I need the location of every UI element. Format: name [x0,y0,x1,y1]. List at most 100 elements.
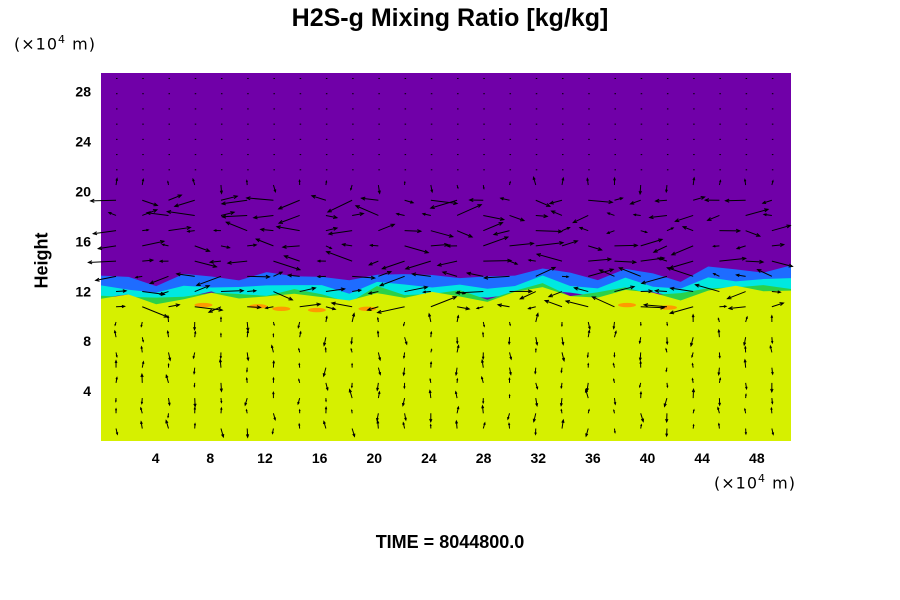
vector-arrow-head [483,421,486,426]
vector-arrow-head [252,215,258,220]
vector-arrow [176,273,195,277]
vector-arrow-head [325,399,327,403]
vector-arrow-head [245,408,248,412]
vector-arrow-head [330,301,336,306]
vector-arrow-head [681,226,687,230]
vector-arrow-head [403,180,406,184]
vector-arrow-head [465,306,471,311]
vector-arrow-head [298,179,301,183]
vector-arrow [644,304,667,308]
vector-arrow [355,205,379,216]
vector-arrow-head [205,248,211,252]
vector-arrow-head [359,212,365,217]
vector-arrow-head [310,194,316,199]
vector-arrow-head [329,246,333,249]
vector-arrow [299,287,316,293]
vector-arrow-head [286,273,293,278]
vector-arrow-head [146,228,150,232]
vector-arrow [142,259,153,262]
vector-arrow [278,214,300,224]
vector-arrow [640,413,644,422]
vector-arrow-head [771,371,774,376]
vector-arrow-head [629,200,635,205]
vector-arrow [549,199,563,204]
x-tick-label: 12 [257,450,273,466]
vector-arrow-head [482,324,486,328]
vector-arrow-head [572,219,578,224]
vector-arrow-head [638,190,642,196]
vector-arrow [168,194,182,201]
vector-arrow-head [316,275,321,279]
vector-arrow-head [638,385,641,389]
vector-arrow-head [726,295,732,300]
vector-arrow-head [205,285,211,289]
vector-arrow [437,260,458,266]
vector-arrow-head [376,316,379,320]
vector-arrow-head [703,198,710,203]
vector-arrow [669,260,694,269]
vector-arrow-head [430,348,433,351]
vector-arrow-head [717,328,721,333]
vector-arrow [728,306,746,309]
vector-arrow [544,300,563,308]
vector-arrow-head [648,215,654,220]
vector-arrow-head [149,258,155,263]
vector-arrow [311,195,327,201]
vector-arrow-head [193,385,196,388]
vector-arrow-head [532,176,536,181]
vector-arrow-head [350,187,353,191]
vector-arrow-head [454,390,458,395]
vector-arrow-head [341,243,346,247]
vector-arrow-head [756,269,762,273]
vector-arrow-head [762,213,767,217]
vector-arrow-head [220,406,223,410]
vector-arrow-head [192,177,195,182]
vector-arrow-head [167,362,170,366]
x-tick-label: 48 [749,450,765,466]
vector-arrow-head [368,262,373,266]
vector-arrow-head [207,308,213,313]
y-tick-label: 8 [83,333,91,349]
vector-arrow-head [225,221,231,226]
vector-arrow [142,240,165,247]
vector-arrow-head [311,286,317,291]
vector-arrow-head [212,263,218,268]
vector-arrow [664,397,668,407]
vector-arrow [142,306,168,318]
vector-arrow [174,199,195,207]
vector-arrow [719,257,746,262]
vector-arrow [484,275,510,279]
vector-arrow-head [220,332,222,336]
vector-arrow-head [378,282,385,287]
vector-arrow [535,313,539,323]
vector-arrow-head [614,330,617,334]
vector-arrow [614,244,638,247]
vector-arrow [405,260,431,270]
vector-arrow-head [375,417,379,422]
vector-arrow [246,352,249,361]
vector-arrow [168,226,191,232]
vector-arrow-head [122,289,128,293]
vector-arrow-head [429,377,432,381]
vector-arrow-head [351,362,354,366]
vector-arrow-head [193,327,197,331]
vector-arrow-head [638,357,642,362]
vector-arrow-head [508,393,511,397]
vector-arrow [219,359,222,368]
vector-arrow-head [612,326,616,330]
vector-arrow-head [186,229,191,233]
vector-arrow-head [152,209,159,213]
layer-transition-cyan [101,275,791,306]
vector-arrow-head [298,362,301,366]
vector-arrow [323,337,327,346]
vector-arrow [370,244,379,247]
vector-arrow [430,296,457,308]
vector-arrow-head [219,190,223,195]
vector-arrow [771,291,781,293]
vector-arrow-head [691,362,694,366]
vector-arrow [273,291,293,301]
vector-arrow-head [534,432,537,436]
vector-arrow-head [377,390,381,395]
vector-arrow [369,260,379,266]
y-axis-unit: (×104 m) [14,33,96,53]
